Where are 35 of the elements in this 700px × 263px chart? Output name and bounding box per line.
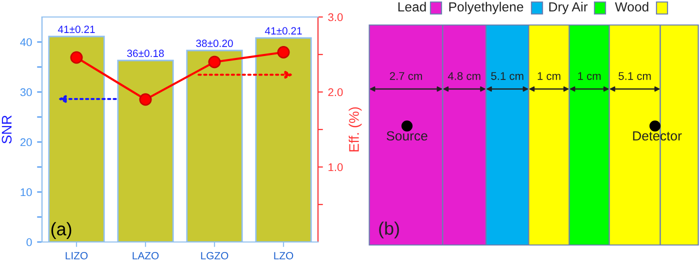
x-tick-label: LAZO xyxy=(132,252,159,260)
data-label: 38±0.20 xyxy=(196,40,233,48)
x-tick-label: LIZO xyxy=(66,252,88,260)
data-label: 41±0.21 xyxy=(264,27,302,35)
text: 4.8 cm xyxy=(448,72,480,80)
text: 5.1 cm xyxy=(618,72,651,80)
text: 5.1 cm xyxy=(491,72,524,80)
text: 1 cm xyxy=(578,72,601,80)
y-tick-label: 10 xyxy=(20,188,32,196)
x-tick-label: LGZO xyxy=(201,252,228,260)
y2-tick-label: 3.0 xyxy=(328,13,343,22)
x-tick-label: LZO xyxy=(274,252,294,260)
y2-axis-title: Eff. (%) xyxy=(348,107,362,152)
point xyxy=(139,93,152,106)
category-label: Wood xyxy=(614,2,648,12)
y-tick-label: 40 xyxy=(20,38,32,46)
y-tick-label: 0 xyxy=(26,238,32,246)
category-label: Polyethylene xyxy=(449,2,524,14)
data-label: 41±0.21 xyxy=(58,26,95,34)
y-tick-label: 30 xyxy=(20,88,32,96)
category-label: Dry Air xyxy=(549,2,588,14)
point xyxy=(70,51,83,64)
data-label: 36±0.18 xyxy=(127,50,164,58)
annotation: (a) xyxy=(51,222,72,239)
text: (b) xyxy=(379,222,399,238)
y-axis-title: SNR xyxy=(2,115,12,144)
point xyxy=(277,46,290,58)
text: Source xyxy=(386,131,428,141)
y2-tick-label: 2.0 xyxy=(328,88,343,96)
text: 1 cm xyxy=(538,72,560,80)
category-label: Lead xyxy=(398,2,426,12)
y2-tick-label: 1.0 xyxy=(328,163,343,172)
text: 2.7 cm xyxy=(390,72,422,80)
y-tick-label: 20 xyxy=(20,138,32,146)
point xyxy=(208,56,221,68)
